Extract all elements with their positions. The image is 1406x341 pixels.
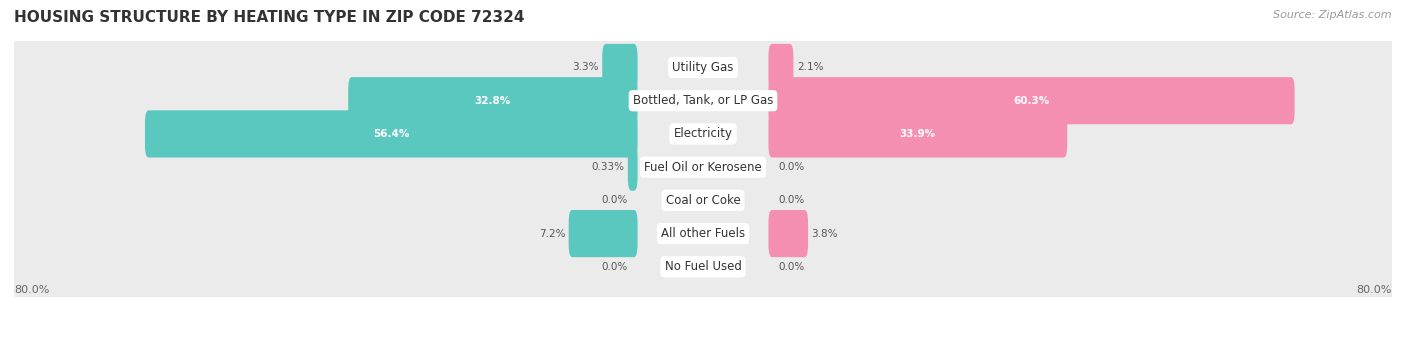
Text: 0.0%: 0.0% bbox=[600, 262, 627, 272]
Text: 0.0%: 0.0% bbox=[779, 262, 806, 272]
FancyBboxPatch shape bbox=[0, 119, 1406, 215]
Text: 2.1%: 2.1% bbox=[797, 62, 824, 73]
FancyBboxPatch shape bbox=[602, 44, 637, 91]
FancyBboxPatch shape bbox=[769, 77, 1295, 124]
Text: 3.3%: 3.3% bbox=[572, 62, 599, 73]
FancyBboxPatch shape bbox=[0, 152, 1406, 249]
Text: 0.33%: 0.33% bbox=[592, 162, 624, 172]
Text: Fuel Oil or Kerosene: Fuel Oil or Kerosene bbox=[644, 161, 762, 174]
Text: 3.8%: 3.8% bbox=[811, 228, 838, 239]
FancyBboxPatch shape bbox=[349, 77, 637, 124]
Text: Electricity: Electricity bbox=[673, 128, 733, 140]
FancyBboxPatch shape bbox=[628, 144, 637, 191]
Text: 56.4%: 56.4% bbox=[373, 129, 409, 139]
Text: No Fuel Used: No Fuel Used bbox=[665, 260, 741, 273]
Text: 33.9%: 33.9% bbox=[900, 129, 936, 139]
Text: 0.0%: 0.0% bbox=[779, 195, 806, 205]
Text: 80.0%: 80.0% bbox=[1357, 285, 1392, 295]
FancyBboxPatch shape bbox=[769, 110, 1067, 158]
Text: Source: ZipAtlas.com: Source: ZipAtlas.com bbox=[1274, 10, 1392, 20]
FancyBboxPatch shape bbox=[0, 86, 1406, 182]
Text: 32.8%: 32.8% bbox=[475, 96, 510, 106]
FancyBboxPatch shape bbox=[769, 44, 793, 91]
FancyBboxPatch shape bbox=[769, 210, 808, 257]
FancyBboxPatch shape bbox=[0, 219, 1406, 315]
FancyBboxPatch shape bbox=[0, 53, 1406, 149]
FancyBboxPatch shape bbox=[0, 19, 1406, 116]
FancyBboxPatch shape bbox=[568, 210, 637, 257]
Text: 0.0%: 0.0% bbox=[779, 162, 806, 172]
Text: 80.0%: 80.0% bbox=[14, 285, 49, 295]
Text: Utility Gas: Utility Gas bbox=[672, 61, 734, 74]
Text: 0.0%: 0.0% bbox=[600, 195, 627, 205]
Text: All other Fuels: All other Fuels bbox=[661, 227, 745, 240]
FancyBboxPatch shape bbox=[145, 110, 637, 158]
FancyBboxPatch shape bbox=[0, 186, 1406, 282]
Text: HOUSING STRUCTURE BY HEATING TYPE IN ZIP CODE 72324: HOUSING STRUCTURE BY HEATING TYPE IN ZIP… bbox=[14, 10, 524, 25]
Text: 7.2%: 7.2% bbox=[538, 228, 565, 239]
Text: Bottled, Tank, or LP Gas: Bottled, Tank, or LP Gas bbox=[633, 94, 773, 107]
Text: Coal or Coke: Coal or Coke bbox=[665, 194, 741, 207]
Text: 60.3%: 60.3% bbox=[1014, 96, 1050, 106]
